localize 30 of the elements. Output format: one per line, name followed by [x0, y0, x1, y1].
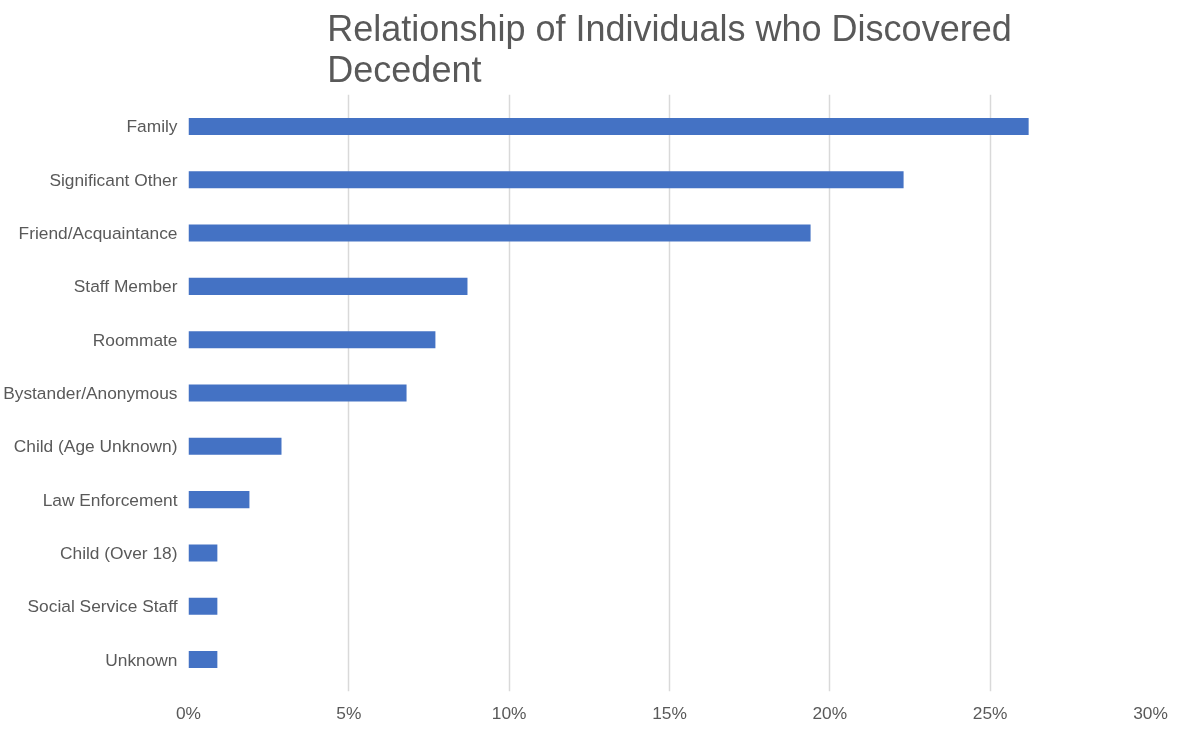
y-tick-label: Family	[126, 116, 178, 137]
bar	[188, 117, 1029, 136]
x-tick-label: 30%	[1133, 702, 1168, 723]
y-tick-label: Law Enforcement	[42, 489, 178, 510]
chart-title: Relationship of Individuals who Discovered Decedent	[327, 7, 1012, 90]
y-tick-label: Child (Over 18)	[60, 542, 178, 563]
bar	[188, 384, 407, 402]
y-tick-label: Friend/Acquaintance	[18, 223, 178, 244]
y-tick-label: Roommate	[92, 329, 178, 350]
x-tick-label: 15%	[652, 702, 687, 723]
bar	[188, 171, 904, 189]
bar	[188, 491, 250, 509]
y-tick-label: Bystander/Anonymous	[3, 383, 178, 403]
bar	[188, 224, 811, 242]
x-tick-label: 5%	[336, 702, 362, 723]
y-tick-label: Child (Age Unknown)	[13, 436, 178, 457]
y-tick-label: Social Service Staff	[27, 596, 178, 617]
bar	[188, 650, 218, 669]
x-tick-label: 10%	[491, 702, 527, 723]
y-tick-label: Unknown	[105, 649, 178, 670]
bar	[188, 331, 436, 349]
x-tick-label: 25%	[972, 702, 1008, 723]
bar	[188, 544, 218, 562]
bar	[188, 597, 218, 615]
bar	[188, 437, 282, 455]
bar	[188, 277, 468, 295]
x-tick-label: 0%	[175, 702, 202, 723]
y-tick-label: Staff Member	[73, 276, 178, 297]
y-tick-label: Significant Other	[49, 169, 178, 190]
x-tick-label: 20%	[812, 702, 848, 723]
